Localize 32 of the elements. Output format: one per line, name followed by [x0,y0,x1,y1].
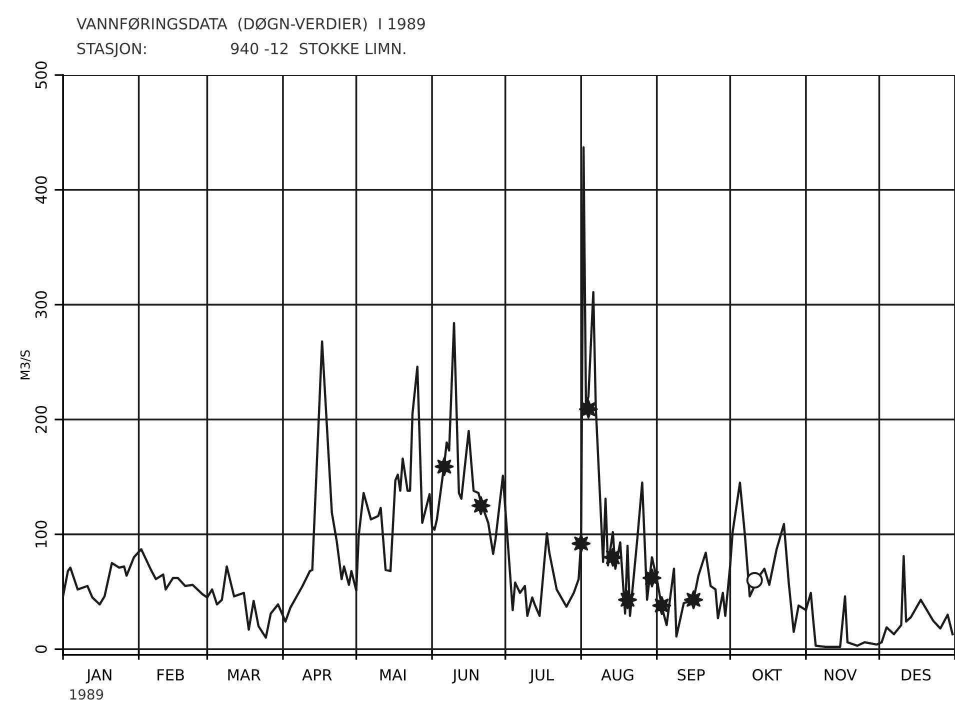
point [471,496,490,516]
point [603,548,622,567]
y-tick-label: 0 [35,645,47,654]
y-tick-label: 300 [35,291,47,318]
point [434,457,454,476]
y-axis-title: M3/S [20,350,31,380]
x-tick-label: FEB [158,669,184,680]
x-tick-label: JAN [86,669,112,684]
x-tick-label: MAR [228,669,261,680]
point [618,590,638,610]
point [746,572,763,589]
x-tick-label: APR [302,669,332,680]
x-tick-label: NOV [824,669,857,681]
chart-subtitle: STASJON: 940 -12 STOKKE LIMN. [77,42,406,58]
y-tick-label: 500 [35,61,47,88]
chart-title: VANNFØRINGSDATA (DØGN-VERDIER) I 1989 [76,18,425,32]
point [684,590,703,610]
x-tick-label: SEP [678,669,705,681]
y-tick-label: 400 [35,176,47,204]
x-tick-label: OKT [752,669,782,681]
point [642,568,662,588]
point [652,596,672,616]
y-tick-label: 200 [35,406,47,433]
text: 1989 [70,689,104,700]
x-tick-label: DES [902,669,931,681]
y-tick-label: 100 [35,520,47,548]
x-tick-label: AUG [601,669,634,681]
x-tick-label: JUL [529,669,554,684]
x-tick-label: JUN [452,669,478,684]
point [572,534,591,553]
point [578,400,598,419]
x-tick-label: MAI [380,669,406,680]
